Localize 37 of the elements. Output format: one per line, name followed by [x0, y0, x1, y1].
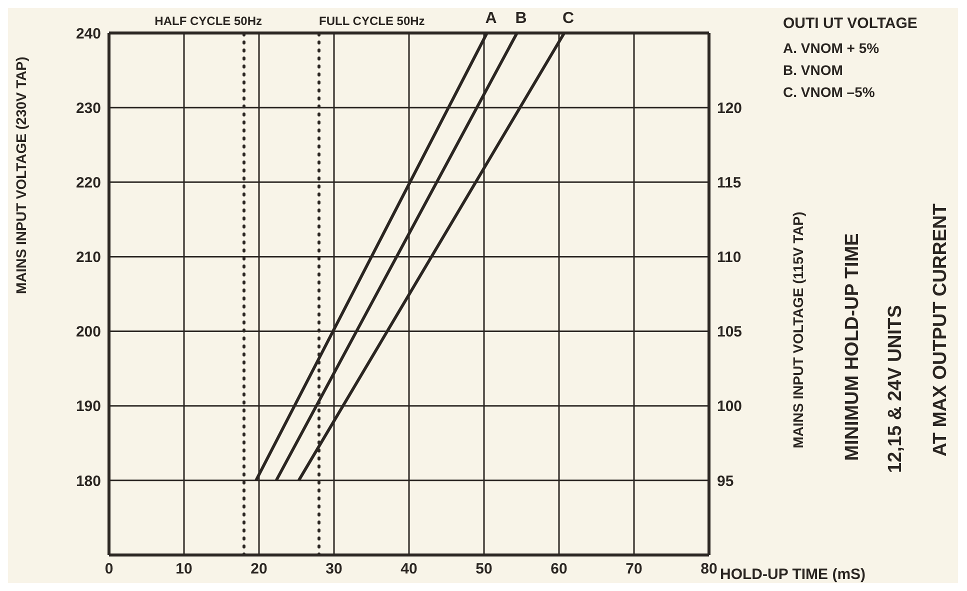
y-tick-label: 230 — [76, 100, 101, 117]
text: C. VNOM –5% — [783, 84, 876, 100]
y2-tick-label: 115 — [717, 174, 742, 192]
x-tick-label: 0 — [104, 560, 114, 578]
y-axis-title: MAINS INPUT VOLTAGE (230V TAP) — [12, 56, 29, 294]
series-label: A — [485, 10, 498, 27]
y2-tick-label: 100 — [717, 398, 742, 416]
ref-line-label: FULL CYCLE 50Hz — [319, 14, 425, 28]
x-tick-label: 80 — [700, 560, 718, 578]
text: MINIMUM HOLD-UP TIME — [842, 233, 863, 461]
y2-tick-label: 95 — [717, 472, 734, 490]
text: 12,15 & 24V UNITS — [885, 305, 906, 473]
y2-tick-label: 105 — [717, 324, 742, 341]
text: A. VNOM + 5% — [783, 40, 880, 56]
y-tick-label: 210 — [76, 249, 101, 266]
x-tick-label: 30 — [326, 560, 342, 578]
x-tick-label: 50 — [476, 560, 492, 578]
series-label: C — [562, 10, 574, 27]
x-tick-label: 70 — [626, 560, 642, 578]
text: B. VNOM — [783, 62, 843, 78]
y-tick-label: 190 — [76, 398, 101, 416]
x-tick-label: 60 — [550, 560, 568, 578]
ref-line-label: HALF CYCLE 50Hz — [154, 14, 262, 28]
x-tick-label: 10 — [176, 560, 192, 578]
y2-tick-label: 120 — [717, 100, 742, 117]
x-tick-label: 20 — [250, 560, 268, 578]
y-tick-label: 240 — [76, 25, 101, 42]
y2-axis-title: MAINS INPUT VOLTAGE (115V TAP) — [790, 212, 806, 448]
text: AT MAX OUTPUT CURRENT — [930, 203, 951, 456]
y-tick-label: 200 — [76, 324, 101, 341]
y2-tick-label: 110 — [717, 249, 742, 266]
series-label: B — [515, 10, 527, 27]
legend-title: OUTI UT VOLTAGE — [783, 15, 918, 32]
x-tick-label: 40 — [400, 560, 418, 578]
y-tick-label: 180 — [76, 472, 101, 490]
y-tick-label: 220 — [76, 174, 101, 192]
x-axis-title: HOLD-UP TIME (mS) — [720, 566, 866, 583]
